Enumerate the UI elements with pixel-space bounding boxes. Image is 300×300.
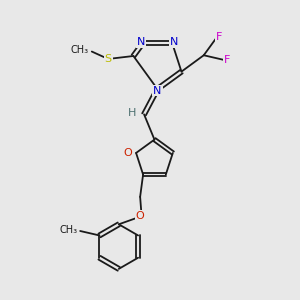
Text: N: N (137, 37, 145, 47)
Text: H: H (128, 108, 136, 118)
Text: CH₃: CH₃ (71, 45, 89, 55)
Text: F: F (216, 32, 222, 42)
Text: N: N (169, 37, 178, 47)
Text: CH₃: CH₃ (59, 224, 77, 235)
Text: S: S (105, 54, 112, 64)
Text: F: F (224, 55, 231, 65)
Text: O: O (123, 148, 132, 158)
Text: O: O (136, 211, 145, 221)
Text: N: N (153, 85, 162, 96)
